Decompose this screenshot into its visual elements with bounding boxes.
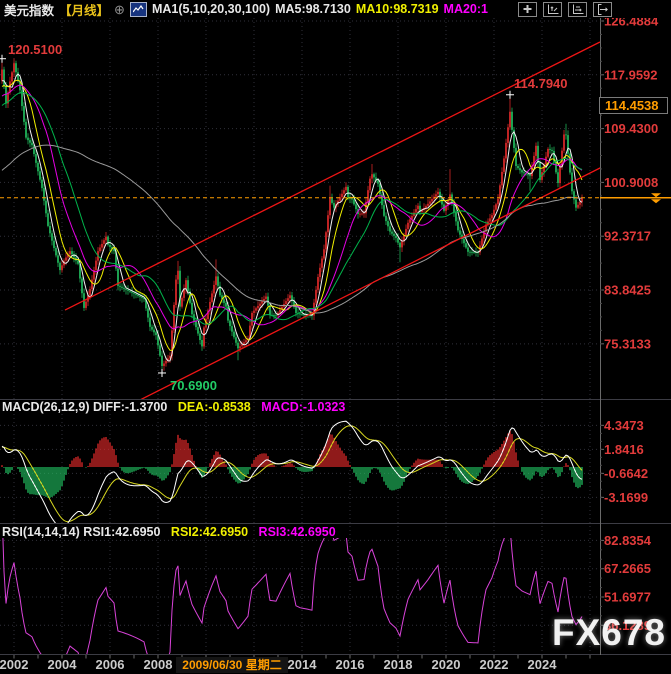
year-label: 2004 xyxy=(48,657,78,672)
svg-text:75.3133: 75.3133 xyxy=(604,336,651,351)
line-chart-icon[interactable] xyxy=(129,1,147,17)
ma30-line xyxy=(1,91,583,325)
year-label: 2020 xyxy=(432,657,461,672)
annotation-low-2008: 70.6900 xyxy=(170,377,217,393)
axes xyxy=(0,18,671,659)
collapse-panel-icon[interactable] xyxy=(593,2,612,17)
chart-header-bar: 美元指数 【月线】 ⊕ MA1(5,10,20,30,100) MA5:98.7… xyxy=(0,0,671,18)
price-marker-arrow-icon xyxy=(651,199,661,204)
svg-text:51.6977: 51.6977 xyxy=(604,590,651,605)
svg-text:83.8425: 83.8425 xyxy=(604,283,651,298)
ma-settings-label: MA1(5,10,20,30,100) xyxy=(151,2,271,16)
axis-labels: 126.4884117.9592109.4300100.900892.37178… xyxy=(0,14,659,673)
year-label: 2022 xyxy=(480,657,509,672)
annotation-high-2022: 114.7940 xyxy=(514,75,568,91)
scale-x-axis-icon[interactable] xyxy=(568,2,587,17)
plus-circle-icon[interactable]: ⊕ xyxy=(114,1,125,17)
svg-text:-3.1699: -3.1699 xyxy=(604,490,648,505)
svg-text:36.1289: 36.1289 xyxy=(604,618,651,633)
ma-lines xyxy=(1,73,583,362)
svg-text:1.8416: 1.8416 xyxy=(604,442,644,457)
year-label: 2014 xyxy=(288,657,318,672)
pan-tool-icon[interactable] xyxy=(518,2,537,17)
svg-text:4.3473: 4.3473 xyxy=(604,418,644,433)
time-axis-date-box: 2009/06/30 星期二 xyxy=(176,657,288,673)
extreme-markers xyxy=(0,54,514,377)
scale-y-axis-icon[interactable] xyxy=(543,2,562,17)
price-axis-highlight-box: 114.4538 xyxy=(599,96,668,114)
period-selector[interactable]: 【月线】 xyxy=(59,3,110,18)
rsi-line xyxy=(2,538,583,654)
macd-macd-readout: MACD:-1.0323 xyxy=(261,400,346,414)
macd-dea-readout: DEA:-0.8538 xyxy=(177,400,251,414)
ma100-line xyxy=(1,144,583,314)
instrument-title: 美元指数 xyxy=(4,3,55,18)
svg-text:117.9592: 117.9592 xyxy=(604,67,658,82)
svg-text:92.3717: 92.3717 xyxy=(604,229,651,244)
year-label: 2024 xyxy=(528,657,558,672)
macd-header: MACD(26,12,9) DIFF:-1.3700 DEA:-0.8538 M… xyxy=(2,400,345,414)
rsi3-readout: RSI3:42.6950 xyxy=(258,525,336,539)
svg-text:-0.6642: -0.6642 xyxy=(604,466,648,481)
ma20-readout: MA20:1 xyxy=(443,2,488,16)
rsi-header: RSI(14,14,14) RSI1:42.6950 RSI2:42.6950 … xyxy=(2,525,336,539)
svg-text:67.2665: 67.2665 xyxy=(604,561,651,576)
year-label: 2016 xyxy=(336,657,365,672)
svg-text:100.9008: 100.9008 xyxy=(604,175,658,190)
macd-plot xyxy=(1,420,583,523)
ma10-readout: MA10:98.7319 xyxy=(355,2,439,16)
svg-text:109.4300: 109.4300 xyxy=(604,121,658,136)
ma5-readout: MA5:98.7130 xyxy=(275,2,351,16)
rsi1-readout: RSI(14,14,14) RSI1:42.6950 xyxy=(2,525,161,539)
year-label: 2008 xyxy=(144,657,173,672)
svg-text:82.8354: 82.8354 xyxy=(604,533,652,548)
trendlines xyxy=(64,41,600,399)
year-label: 2018 xyxy=(384,657,413,672)
year-label: 2006 xyxy=(96,657,125,672)
chart-toolbar xyxy=(518,2,612,17)
grid xyxy=(0,18,600,655)
watermark: FX678 xyxy=(551,612,666,653)
dea-line xyxy=(1,425,583,523)
diff-line xyxy=(1,420,583,523)
macd-diff-readout: MACD(26,12,9) DIFF:-1.3700 xyxy=(2,400,168,414)
annotation-high-left: 120.5100 xyxy=(8,41,63,57)
price-marker-arrow-icon xyxy=(651,193,661,198)
year-label: 2002 xyxy=(0,657,28,672)
ma5-line xyxy=(2,73,583,362)
rsi2-readout: RSI2:42.6950 xyxy=(170,525,249,539)
